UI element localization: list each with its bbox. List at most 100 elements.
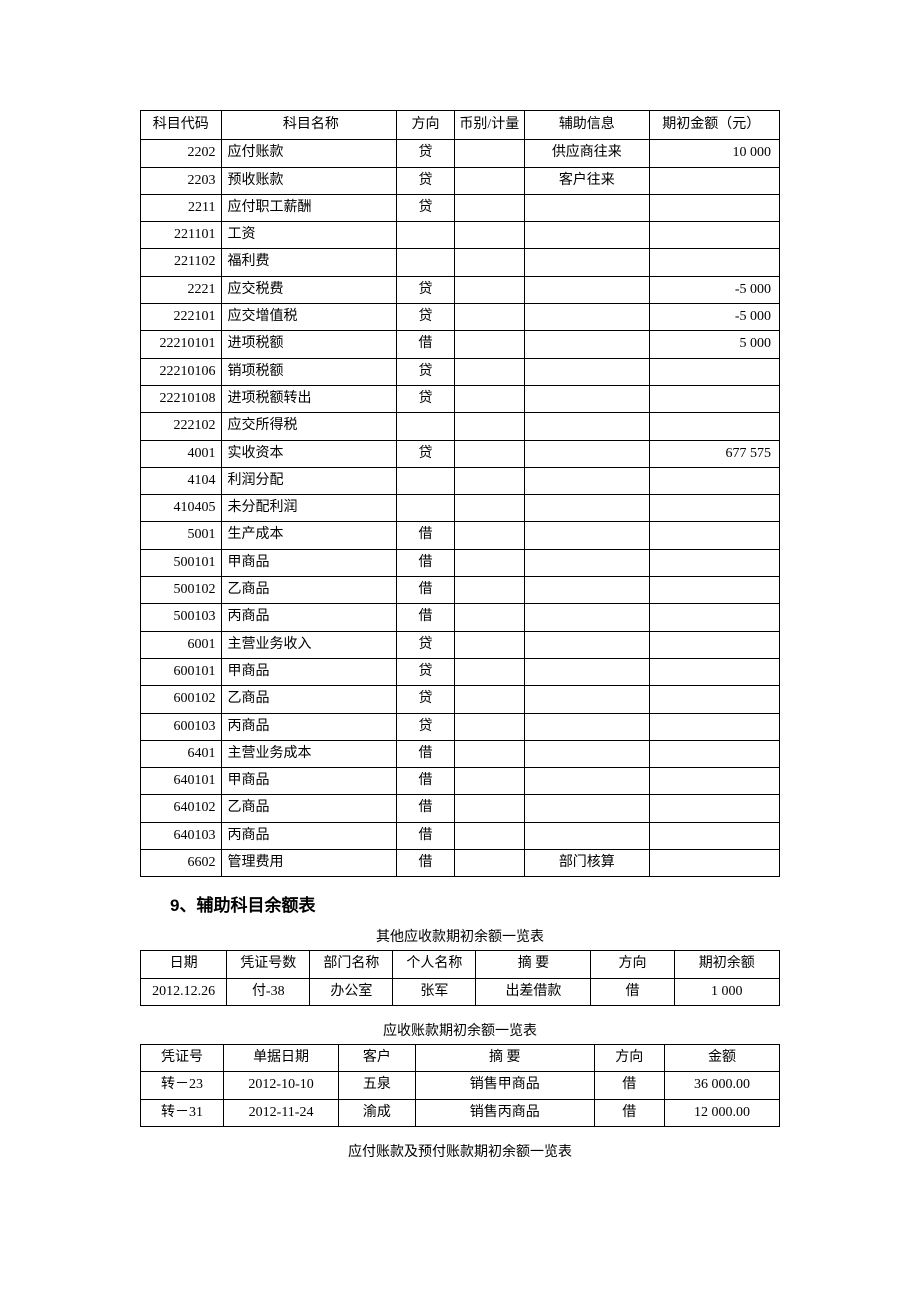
cell xyxy=(454,194,524,221)
cell: 贷 xyxy=(397,358,455,385)
col-person: 个人名称 xyxy=(393,951,476,978)
cell xyxy=(525,467,650,494)
cell: 600101 xyxy=(141,658,222,685)
cell: 贷 xyxy=(397,140,455,167)
cell xyxy=(454,358,524,385)
table-row: 转－312012-11-24渝成销售丙商品借12 000.00 xyxy=(141,1099,780,1126)
col-date: 日期 xyxy=(141,951,227,978)
cell xyxy=(454,686,524,713)
cell xyxy=(649,385,779,412)
col-currency: 币别/计量 xyxy=(454,111,524,140)
cell: 张军 xyxy=(393,978,476,1005)
cell xyxy=(649,740,779,767)
cell xyxy=(525,304,650,331)
cell xyxy=(525,413,650,440)
cell: 640102 xyxy=(141,795,222,822)
table-row: 22210106销项税额贷 xyxy=(141,358,780,385)
cell: 22210101 xyxy=(141,331,222,358)
cell xyxy=(649,577,779,604)
table-header: 科目代码 科目名称 方向 币别/计量 辅助信息 期初金额（元） xyxy=(141,111,780,140)
cell: -5 000 xyxy=(649,276,779,303)
table-row: 4001实收资本贷677 575 xyxy=(141,440,780,467)
table-row: 600102乙商品贷 xyxy=(141,686,780,713)
cell: 借 xyxy=(397,604,455,631)
cell xyxy=(454,304,524,331)
cell: 贷 xyxy=(397,440,455,467)
table-row: 222102应交所得税 xyxy=(141,413,780,440)
cell xyxy=(454,331,524,358)
cell: 工资 xyxy=(221,222,397,249)
table3-caption: 应收账款期初余额一览表 xyxy=(140,1020,780,1040)
cell xyxy=(525,713,650,740)
cell: 贷 xyxy=(397,686,455,713)
cell: 贷 xyxy=(397,276,455,303)
cell: 677 575 xyxy=(649,440,779,467)
cell: 贷 xyxy=(397,385,455,412)
cell xyxy=(454,740,524,767)
cell xyxy=(649,467,779,494)
cell xyxy=(649,222,779,249)
col-code: 科目代码 xyxy=(141,111,222,140)
cell xyxy=(454,413,524,440)
table2-caption: 其他应收款期初余额一览表 xyxy=(140,926,780,946)
cell xyxy=(454,713,524,740)
section-heading: 9、辅助科目余额表 xyxy=(140,891,780,916)
cell xyxy=(525,822,650,849)
table-row: 6001主营业务收入贷 xyxy=(141,631,780,658)
other-receivable-table: 日期 凭证号数 部门名称 个人名称 摘 要 方向 期初余额 2012.12.26… xyxy=(140,950,780,1006)
cell: 12 000.00 xyxy=(664,1099,779,1126)
cell: 销项税额 xyxy=(221,358,397,385)
cell: 1 000 xyxy=(674,978,779,1005)
cell: 借 xyxy=(397,822,455,849)
table-row: 640103丙商品借 xyxy=(141,822,780,849)
cell: 丙商品 xyxy=(221,604,397,631)
cell: 5001 xyxy=(141,522,222,549)
col-direction: 方向 xyxy=(397,111,455,140)
cell: 生产成本 xyxy=(221,522,397,549)
cell xyxy=(525,249,650,276)
cell xyxy=(454,467,524,494)
col-amount: 金额 xyxy=(664,1044,779,1071)
cell: 6602 xyxy=(141,850,222,877)
cell xyxy=(454,822,524,849)
cell: 甲商品 xyxy=(221,549,397,576)
cell xyxy=(649,522,779,549)
table-row: 5001生产成本借 xyxy=(141,522,780,549)
cell xyxy=(454,385,524,412)
cell xyxy=(454,495,524,522)
col-dept: 部门名称 xyxy=(310,951,393,978)
col-summary: 摘 要 xyxy=(476,951,591,978)
cell xyxy=(649,822,779,849)
col-summary: 摘 要 xyxy=(415,1044,594,1071)
cell: 2221 xyxy=(141,276,222,303)
table-row: 转－232012-10-10五泉销售甲商品借36 000.00 xyxy=(141,1072,780,1099)
cell xyxy=(525,331,650,358)
cell: 借 xyxy=(397,549,455,576)
cell xyxy=(649,850,779,877)
cell: 222101 xyxy=(141,304,222,331)
cell xyxy=(454,167,524,194)
cell xyxy=(397,413,455,440)
cell: 应付账款 xyxy=(221,140,397,167)
cell: 应付职工薪酬 xyxy=(221,194,397,221)
cell: 付-38 xyxy=(227,978,310,1005)
cell xyxy=(649,249,779,276)
cell xyxy=(454,249,524,276)
cell xyxy=(525,194,650,221)
cell: 410405 xyxy=(141,495,222,522)
cell: 进项税额转出 xyxy=(221,385,397,412)
cell: 销售丙商品 xyxy=(415,1099,594,1126)
cell: 乙商品 xyxy=(221,577,397,604)
table-row: 2221应交税费贷-5 000 xyxy=(141,276,780,303)
cell xyxy=(525,577,650,604)
cell xyxy=(649,658,779,685)
cell: 渝成 xyxy=(339,1099,416,1126)
cell: 主营业务成本 xyxy=(221,740,397,767)
cell: 借 xyxy=(594,1072,664,1099)
cell: -5 000 xyxy=(649,304,779,331)
cell xyxy=(525,495,650,522)
cell xyxy=(454,140,524,167)
cell: 221101 xyxy=(141,222,222,249)
cell: 借 xyxy=(397,522,455,549)
table-row: 500103丙商品借 xyxy=(141,604,780,631)
